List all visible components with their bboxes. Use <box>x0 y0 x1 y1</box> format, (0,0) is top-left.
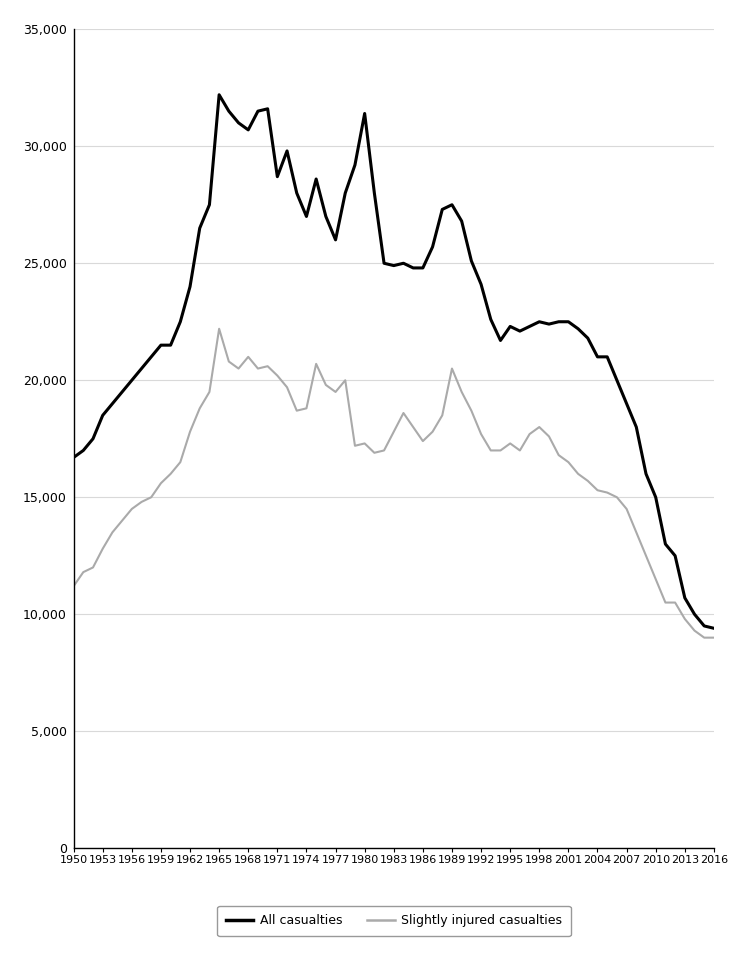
Slightly injured casualties <box>370 447 379 458</box>
Slightly injured casualties <box>564 456 573 468</box>
Legend: All casualties, Slightly injured casualties: All casualties, Slightly injured casualt… <box>217 906 570 936</box>
Slightly injured casualties <box>146 491 155 503</box>
Slightly injured casualties <box>341 374 350 386</box>
All casualties <box>670 550 679 562</box>
All casualties <box>166 339 175 351</box>
All casualties <box>564 316 573 328</box>
All casualties <box>370 187 379 199</box>
Slightly injured casualties <box>700 632 709 644</box>
Slightly injured casualties <box>710 632 718 644</box>
Slightly injured casualties <box>69 580 78 592</box>
All casualties <box>69 451 78 463</box>
Line: All casualties: All casualties <box>74 95 714 628</box>
Slightly injured casualties <box>215 323 224 334</box>
All casualties <box>341 187 350 199</box>
All casualties <box>146 351 155 363</box>
All casualties <box>710 622 718 634</box>
Line: Slightly injured casualties: Slightly injured casualties <box>74 329 714 638</box>
All casualties <box>215 89 224 100</box>
Slightly injured casualties <box>661 597 670 608</box>
Slightly injured casualties <box>118 515 127 527</box>
